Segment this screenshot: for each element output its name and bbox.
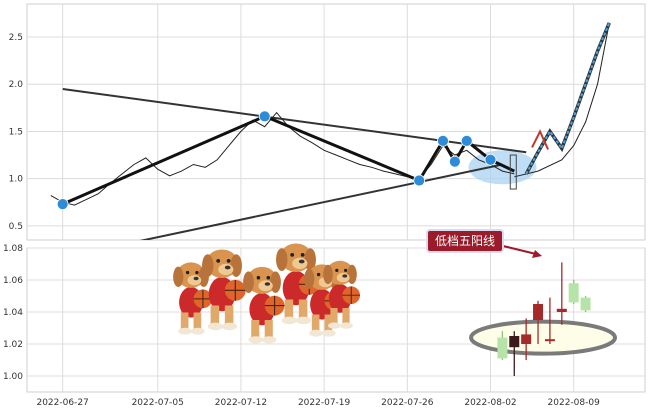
annotation-callout: 低档五阳线 <box>426 229 504 253</box>
candle-y-tick-label: 1.06 <box>3 276 23 286</box>
price-y-tick-label: 0.5 <box>9 222 23 232</box>
projection-curve <box>514 22 610 178</box>
x-tick-label: 2022-07-12 <box>215 398 267 408</box>
price-plot-area <box>50 22 611 240</box>
callout-arrow-line <box>502 245 537 255</box>
x-tick-label: 2022-07-26 <box>381 398 434 408</box>
x-tick-label: 2022-08-09 <box>548 398 601 408</box>
candle-body <box>521 334 532 344</box>
annotation-ellipse <box>469 319 618 356</box>
candle-body <box>497 337 508 359</box>
projection-line <box>525 22 611 175</box>
pivot-marker <box>258 110 271 123</box>
candle-body <box>568 283 579 303</box>
pivot-marker <box>437 134 449 147</box>
candle-y-tick-label: 1.04 <box>3 308 23 318</box>
candle-y-tick-label: 1.00 <box>3 372 23 382</box>
highlight-ellipse <box>468 150 537 185</box>
pattern-glyph <box>531 129 549 150</box>
candle-body <box>544 339 555 342</box>
upper-trendline <box>62 88 527 154</box>
candle-body <box>533 304 544 320</box>
candle-body <box>509 336 520 348</box>
lower-trendline <box>139 163 503 240</box>
candle-y-tick-label: 1.02 <box>3 340 23 350</box>
price-y-tick-label: 1.5 <box>9 127 23 137</box>
price-panel-frame <box>26 3 646 241</box>
pivot-marker <box>448 155 461 168</box>
x-tick-label: 2022-06-27 <box>36 398 88 408</box>
x-tick-label: 2022-08-02 <box>464 398 516 408</box>
candle-body <box>556 308 567 312</box>
x-tick-label: 2022-07-19 <box>298 398 351 408</box>
candle-y-tick-label: 1.08 <box>3 244 23 254</box>
price-line <box>50 111 515 206</box>
callout-arrow-head <box>532 250 542 258</box>
pivot-marker <box>56 198 69 211</box>
x-tick-label: 2022-07-05 <box>132 398 184 408</box>
price-y-tick-label: 1.0 <box>9 175 24 185</box>
pivot-marker <box>413 174 426 187</box>
pivot-marker <box>460 134 473 147</box>
price-y-tick-label: 2.0 <box>9 80 24 90</box>
bracket-box <box>509 154 517 190</box>
pivot-marker <box>484 153 497 166</box>
candle-body <box>580 297 591 311</box>
price-y-tick-label: 2.5 <box>9 33 23 43</box>
